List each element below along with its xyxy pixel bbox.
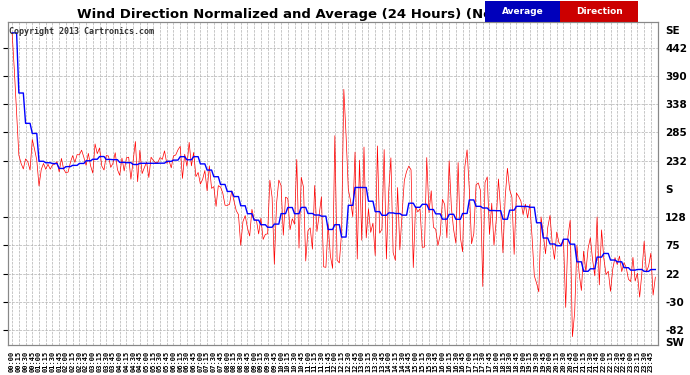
Title: Wind Direction Normalized and Average (24 Hours) (New) 20130604: Wind Direction Normalized and Average (2… xyxy=(77,8,589,21)
Text: Direction: Direction xyxy=(575,7,622,16)
FancyBboxPatch shape xyxy=(485,0,560,22)
FancyBboxPatch shape xyxy=(560,0,638,22)
Text: Average: Average xyxy=(502,7,543,16)
Text: Copyright 2013 Cartronics.com: Copyright 2013 Cartronics.com xyxy=(9,27,154,36)
